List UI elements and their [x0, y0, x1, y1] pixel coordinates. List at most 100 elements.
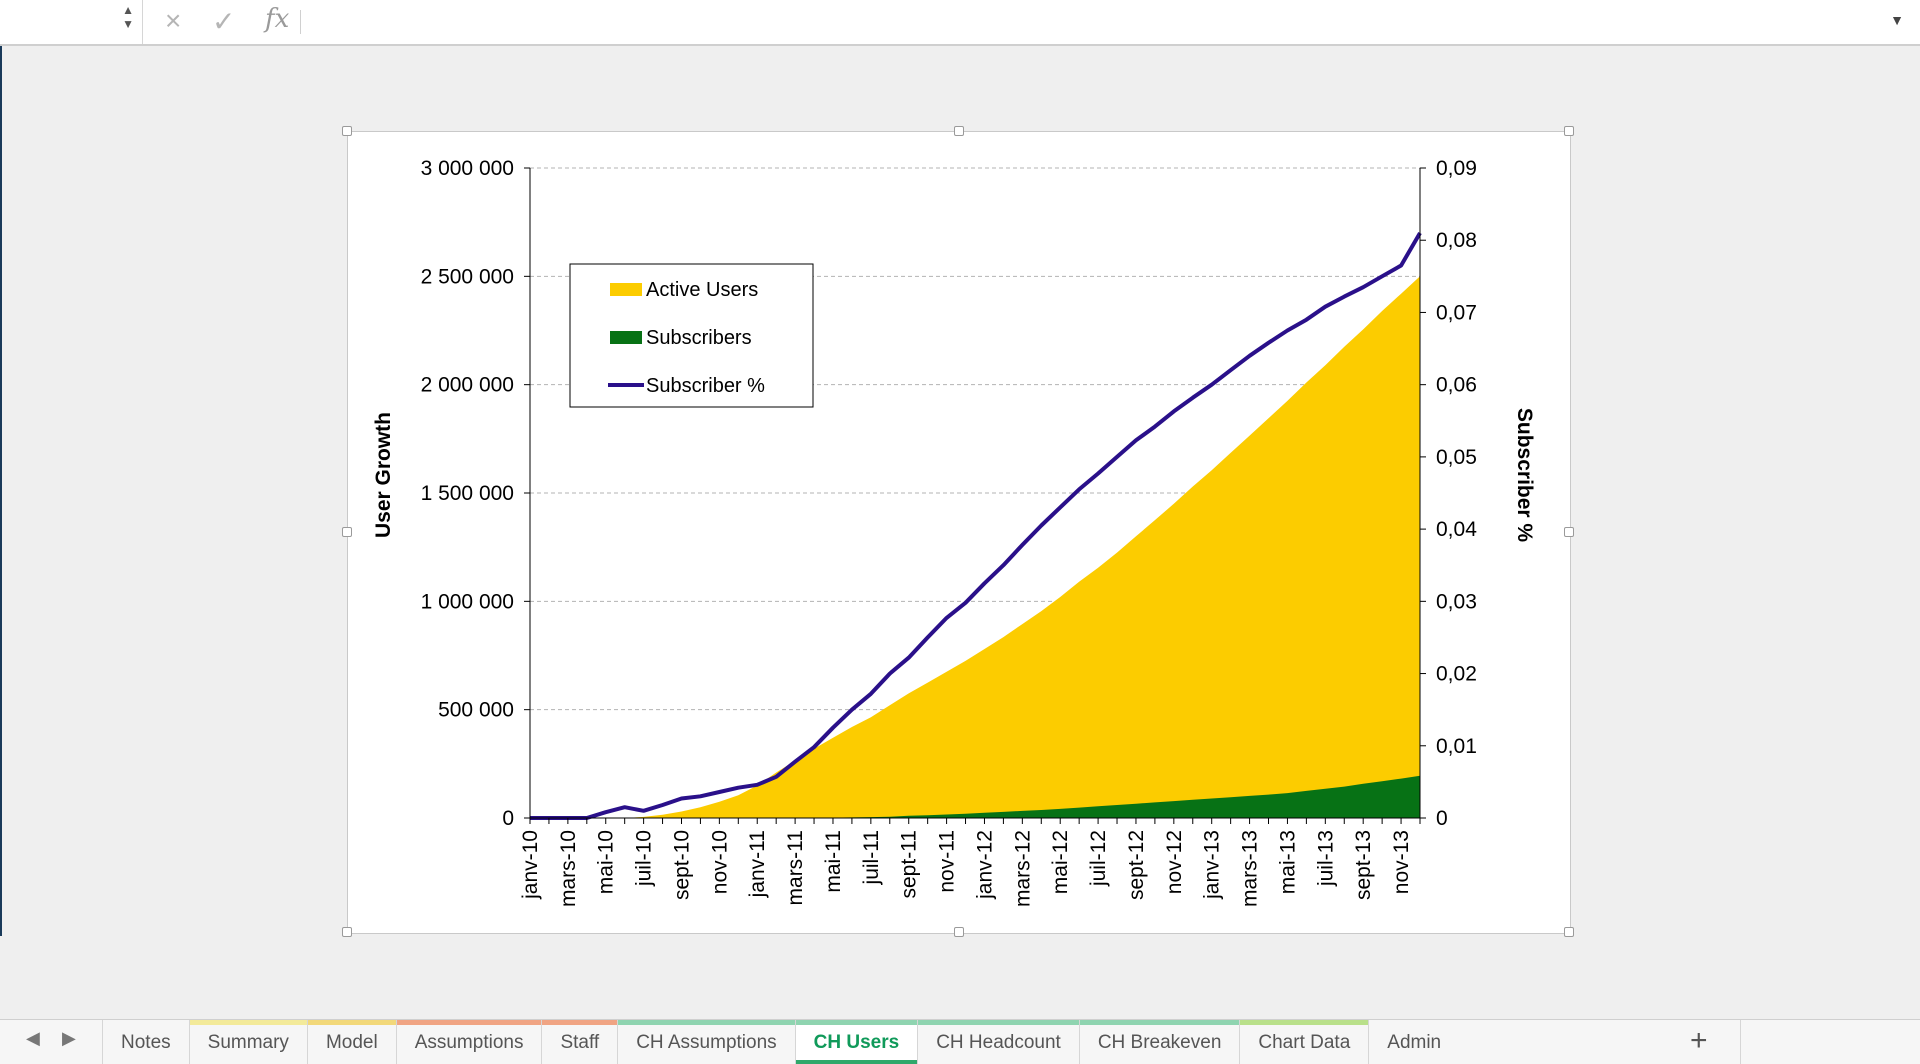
y-tick-label: 3 000 000 [421, 157, 514, 180]
x-tick-label: janv-13 [1201, 830, 1224, 900]
x-tick-label: sept-12 [1125, 830, 1148, 900]
sheet-tab-color [618, 1020, 795, 1025]
chart-object[interactable]: 0 500 000 1 000 000 1 500 000 2 000 000 2 500… [342, 126, 1574, 937]
resize-handle-bottom-right[interactable] [1564, 927, 1574, 937]
tab-bar-divider [1740, 1020, 1741, 1064]
chart-axes: 0 500 000 1 000 000 1 500 000 2 000 000 2 500… [421, 157, 1478, 907]
window-edge [0, 46, 2, 936]
y2-tick-label: 0,08 [1436, 229, 1477, 252]
chart-legend: Active Users Subscribers Subscriber % [569, 263, 814, 408]
y-tick-label: 1 500 000 [421, 482, 514, 505]
y2-tick-label: 0,05 [1436, 446, 1477, 469]
add-sheet-button[interactable]: + [1690, 1024, 1708, 1057]
y2-tick-label: 0,09 [1436, 157, 1477, 180]
x-tick-label: mars-13 [1239, 830, 1262, 907]
x-tick-label: mars-12 [1011, 830, 1034, 907]
cancel-icon[interactable]: × [165, 5, 182, 36]
legend-swatch [610, 331, 642, 344]
sheet-tab[interactable]: CH Users [794, 1020, 918, 1064]
name-box[interactable]: ▲ ▼ [0, 0, 143, 44]
x-tick-label: mai-12 [1049, 830, 1072, 894]
enter-icon[interactable]: ✓ [212, 6, 236, 37]
sheet-tab-color [1079, 1020, 1240, 1025]
sheet-tab-color [1240, 1020, 1369, 1025]
resize-handle-top-left[interactable] [342, 126, 352, 136]
x-tick-label: nov-11 [936, 830, 959, 893]
y2-axis-title: Subscriber % [1513, 408, 1536, 543]
x-tick-label: mai-13 [1276, 830, 1299, 894]
y-tick-label: 500 000 [438, 699, 514, 722]
resize-handle-right[interactable] [1564, 527, 1574, 537]
sheet-tab[interactable]: Staff [541, 1020, 618, 1064]
sheet-tab[interactable]: Model [306, 1020, 396, 1064]
sheet-tab[interactable]: CH Assumptions [617, 1020, 795, 1064]
y-tick-label: 2 500 000 [421, 265, 514, 288]
x-tick-label: nov-10 [708, 830, 731, 894]
x-tick-label: juil-13 [1314, 830, 1337, 887]
sheet-tab[interactable]: Notes [102, 1020, 189, 1064]
scroll-tabs-left-icon[interactable]: ◀ [26, 1028, 40, 1048]
sheet-tab-color [542, 1020, 618, 1025]
y2-tick-label: 0 [1436, 807, 1448, 830]
sheet-tabs: Notes Summary Model Assumptions Staff CH Assu… [102, 1020, 1459, 1064]
sheet-tab-label: CH Users [813, 1032, 900, 1053]
x-tick-label: juil-12 [1087, 830, 1110, 887]
sheet-tab[interactable]: CH Breakeven [1078, 1020, 1240, 1064]
y2-tick-label: 0,01 [1436, 735, 1477, 758]
y-tick-label: 2 000 000 [421, 374, 514, 397]
sheet-tab-label: CH Breakeven [1097, 1032, 1222, 1053]
legend-swatch [610, 283, 642, 296]
formula-input[interactable] [310, 6, 1874, 38]
y2-tick-label: 0,06 [1436, 374, 1477, 397]
active-tab-indicator [795, 1060, 918, 1064]
sheet-tab[interactable]: Summary [188, 1020, 307, 1064]
resize-handle-top-right[interactable] [1564, 126, 1574, 136]
x-tick-label: mars-11 [784, 830, 807, 905]
sheet-tab-label: Assumptions [414, 1032, 524, 1053]
sheet-tab-color [396, 1020, 542, 1025]
chart: 0 500 000 1 000 000 1 500 000 2 000 000 2 500… [372, 157, 1536, 907]
x-tick-label: mars-10 [557, 830, 580, 907]
sheet-tab-label: CH Headcount [936, 1032, 1061, 1053]
sheet-tab-label: Summary [207, 1032, 289, 1053]
sheet-tab[interactable]: CH Headcount [917, 1020, 1079, 1064]
insert-function-icon[interactable]: fx [265, 4, 290, 34]
y-tick-label: 0 [502, 807, 514, 830]
name-box-stepper-icon[interactable]: ▲ ▼ [122, 3, 134, 31]
x-tick-label: nov-13 [1390, 830, 1413, 894]
y2-tick-label: 0,04 [1436, 518, 1477, 541]
resize-handle-top[interactable] [954, 126, 964, 136]
line-series-2 [530, 231, 1422, 820]
y2-tick-label: 0,07 [1436, 301, 1477, 324]
legend-label: Subscriber % [646, 375, 765, 397]
sheet-tab-label: Notes [121, 1032, 171, 1053]
expand-formula-bar-icon[interactable]: ▼ [1890, 12, 1904, 28]
sheet-tab[interactable]: Chart Data [1239, 1020, 1369, 1064]
legend-label: Subscribers [646, 327, 752, 349]
sheet-tab-color [189, 1020, 307, 1025]
resize-handle-bottom[interactable] [954, 927, 964, 937]
x-tick-label: sept-11 [898, 830, 921, 899]
y-tick-label: 1 000 000 [421, 590, 514, 613]
x-tick-label: sept-10 [670, 830, 693, 900]
x-tick-label: juil-10 [633, 830, 656, 887]
formula-bar-divider [300, 10, 301, 34]
sheet-tab[interactable]: Admin [1368, 1020, 1459, 1064]
resize-handle-left[interactable] [342, 527, 352, 537]
x-tick-label: janv-11 [746, 830, 769, 898]
sheet-tab-bar: ◀ ▶ Notes Summary Model Assumptions Staff CH … [0, 1019, 1920, 1064]
chart-lines [530, 231, 1422, 820]
sheet-tab-label: Staff [560, 1032, 600, 1053]
sheet-tab-color [918, 1020, 1079, 1025]
x-tick-label: mai-10 [595, 830, 618, 894]
x-tick-label: janv-10 [519, 830, 542, 900]
area-series-1 [530, 775, 1420, 818]
sheet-tab[interactable]: Assumptions [395, 1020, 542, 1064]
resize-handle-bottom-left[interactable] [342, 927, 352, 937]
x-tick-label: janv-12 [973, 830, 996, 900]
scroll-tabs-right-icon[interactable]: ▶ [62, 1028, 76, 1048]
sheet-tab-label: Model [325, 1032, 378, 1053]
legend-label: Active Users [646, 279, 758, 301]
sheet-tab-label: Admin [1387, 1032, 1442, 1053]
sheet-tab-label: Chart Data [1258, 1032, 1351, 1053]
